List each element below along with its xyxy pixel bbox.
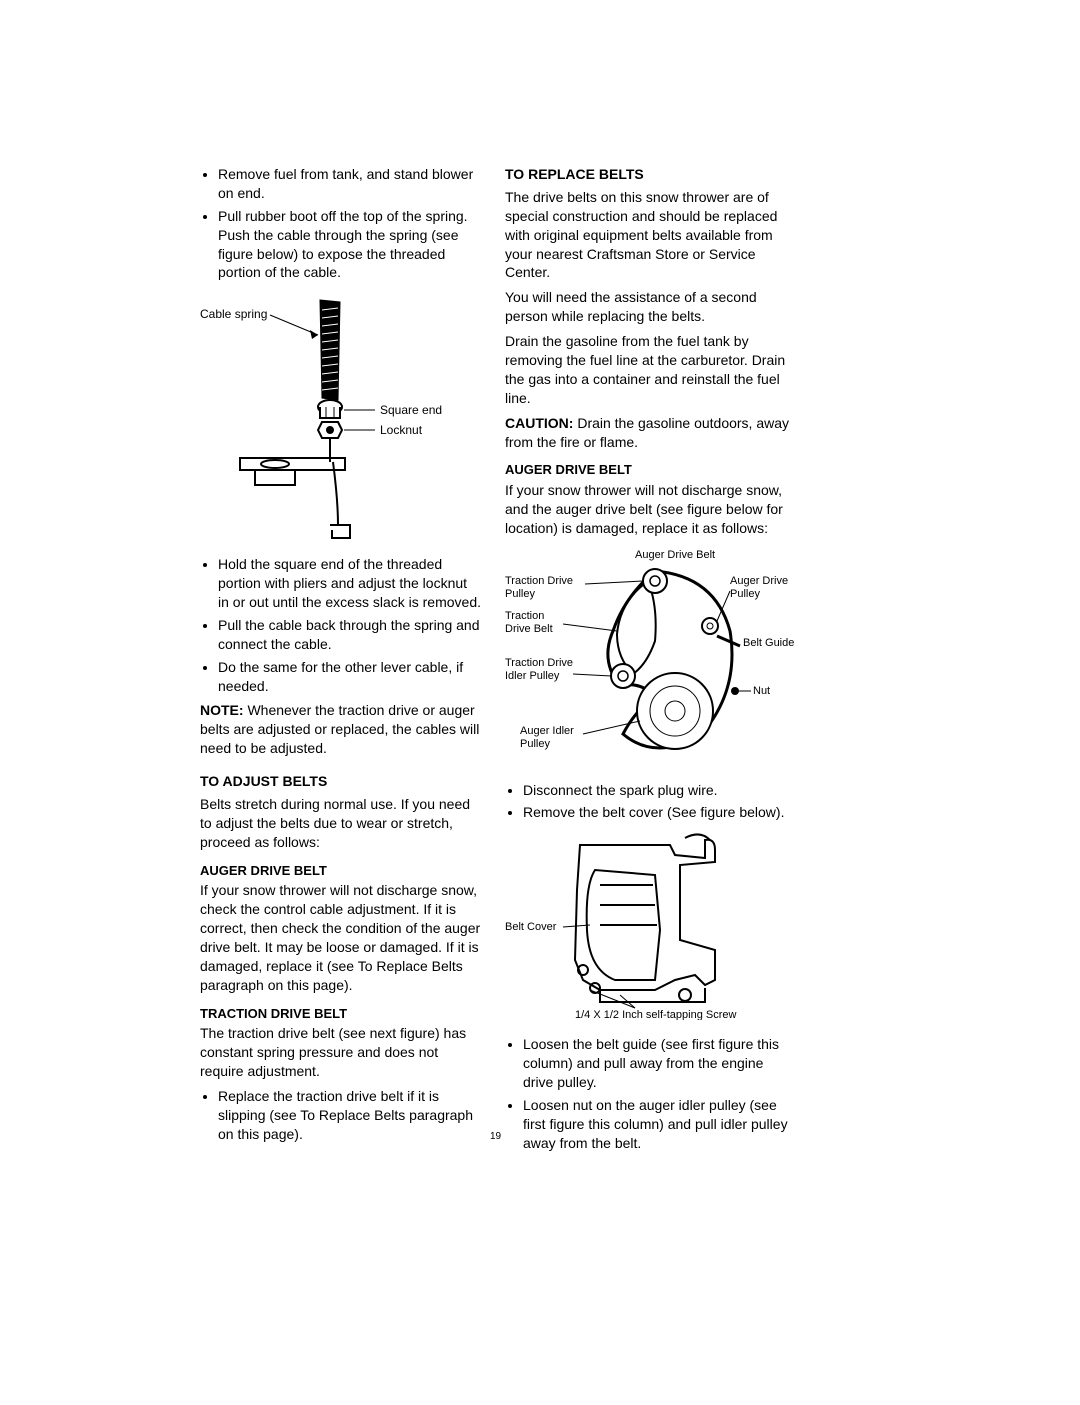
bullet-list: Loosen the belt guide (see first figure … — [505, 1035, 795, 1152]
list-item: Remove fuel from tank, and stand blower … — [218, 165, 481, 203]
heading-replace-belts: TO REPLACE BELTS — [505, 165, 795, 184]
replace-p1: The drive belts on this snow thrower are… — [505, 188, 795, 282]
label-nut: Nut — [753, 685, 770, 697]
auger2-text: If your snow thrower will not discharge … — [505, 481, 795, 538]
label-traction-drive-pulley-1: Traction Drive — [505, 575, 573, 587]
label-screw: 1/4 X 1/2 Inch self-tapping Screw — [575, 1009, 736, 1020]
label-auger-drive-pulley-1: Auger Drive — [730, 575, 788, 587]
list-item: Remove the belt cover (See figure below)… — [523, 803, 795, 822]
label-belt-guide: Belt Guide — [743, 637, 794, 649]
replace-p2: You will need the assistance of a second… — [505, 288, 795, 326]
heading-adjust-belts: TO ADJUST BELTS — [200, 772, 481, 791]
page-number: 19 — [490, 1130, 501, 1144]
label-belt-cover: Belt Cover — [505, 921, 557, 933]
bullet-list: Remove fuel from tank, and stand blower … — [200, 165, 481, 282]
list-item: Disconnect the spark plug wire. — [523, 781, 795, 800]
list-item: Loosen the belt guide (see first figure … — [523, 1035, 795, 1092]
label-traction-idler-1: Traction Drive — [505, 657, 573, 669]
replace-p3: Drain the gasoline from the fuel tank by… — [505, 332, 795, 408]
label-auger-idler-1: Auger Idler — [520, 725, 574, 737]
traction-text: The traction drive belt (see next figure… — [200, 1024, 481, 1081]
auger-text: If your snow thrower will not discharge … — [200, 881, 481, 994]
label-traction-drive-pulley-2: Pulley — [505, 588, 535, 600]
note-paragraph: NOTE: Whenever the traction drive or aug… — [200, 701, 481, 758]
manual-page: Remove fuel from tank, and stand blower … — [0, 0, 1080, 1405]
adjust-intro: Belts stretch during normal use. If you … — [200, 795, 481, 852]
note-label: NOTE: — [200, 702, 244, 718]
list-item: Loosen nut on the auger idler pulley (se… — [523, 1096, 795, 1153]
left-column: Remove fuel from tank, and stand blower … — [200, 165, 481, 1159]
pulley-belt-figure: Auger Drive Belt Traction Drive Pulley A… — [505, 546, 795, 771]
right-column: TO REPLACE BELTS The drive belts on this… — [505, 165, 795, 1159]
label-auger-idler-2: Pulley — [520, 738, 550, 750]
label-square-end: Square end — [380, 403, 442, 417]
label-traction-idler-2: Idler Pulley — [505, 670, 560, 682]
label-locknut: Locknut — [380, 423, 423, 437]
label-traction-drive-belt-2: Drive Belt — [505, 623, 553, 635]
list-item: Pull rubber boot off the top of the spri… — [218, 207, 481, 283]
label-auger-drive-belt: Auger Drive Belt — [635, 549, 715, 561]
list-item: Hold the square end of the threaded port… — [218, 555, 481, 612]
label-traction-drive-belt-1: Traction — [505, 610, 544, 622]
caution-paragraph: CAUTION: Drain the gasoline outdoors, aw… — [505, 414, 795, 452]
list-item: Do the same for the other lever cable, i… — [218, 658, 481, 696]
heading-auger-drive-belt: AUGER DRIVE BELT — [200, 862, 481, 880]
heading-traction-drive-belt: TRACTION DRIVE BELT — [200, 1005, 481, 1023]
caution-label: CAUTION: — [505, 415, 573, 431]
bullet-list: Disconnect the spark plug wire. Remove t… — [505, 781, 795, 823]
belt-cover-figure: Belt Cover 1/4 X 1/2 Inch self-tapping S… — [505, 830, 795, 1025]
bullet-list: Hold the square end of the threaded port… — [200, 555, 481, 695]
list-item: Pull the cable back through the spring a… — [218, 616, 481, 654]
bullet-list: Replace the traction drive belt if it is… — [200, 1087, 481, 1144]
two-column-content: Remove fuel from tank, and stand blower … — [200, 165, 795, 1159]
label-cable-spring: Cable spring — [200, 307, 267, 321]
label-auger-drive-pulley-2: Pulley — [730, 588, 760, 600]
cable-spring-figure: Cable spring Square end Locknut — [200, 290, 481, 545]
heading-auger-drive-belt-2: AUGER DRIVE BELT — [505, 461, 795, 479]
list-item: Replace the traction drive belt if it is… — [218, 1087, 481, 1144]
